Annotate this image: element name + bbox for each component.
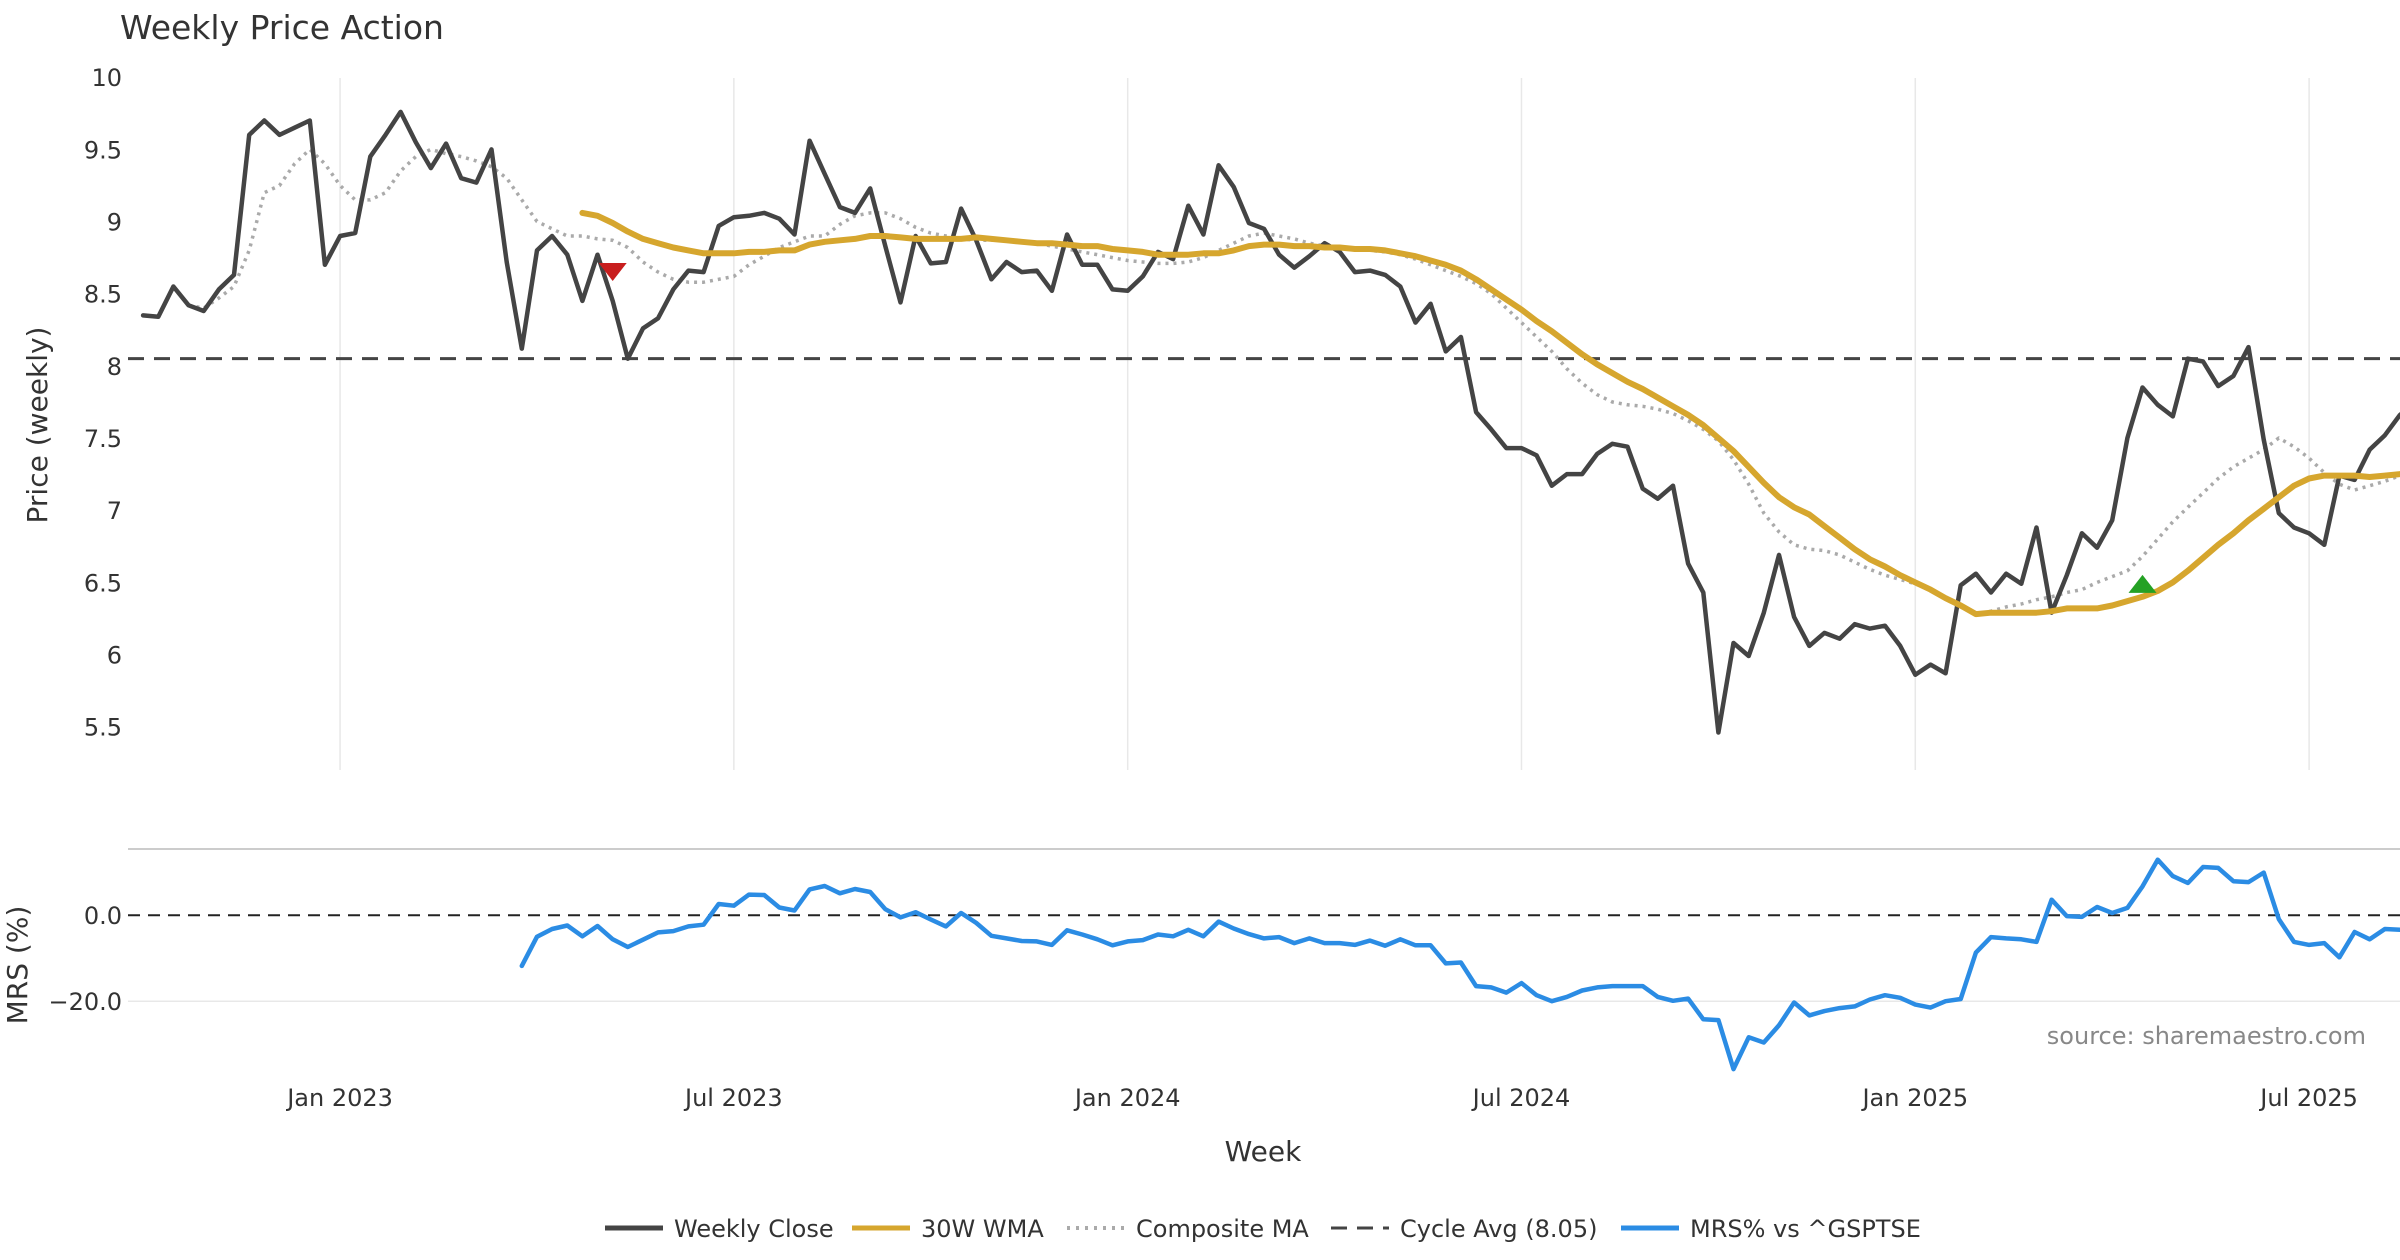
legend-label: Cycle Avg (8.05) — [1400, 1215, 1597, 1243]
sell-signal-marker — [598, 263, 627, 282]
x-tick-label: Jul 2024 — [1471, 1084, 1571, 1112]
legend-label: MRS% vs ^GSPTSE — [1690, 1215, 1921, 1243]
series-30w-wma — [579, 209, 2400, 618]
price-panel — [128, 109, 2400, 735]
mrs-y-axis-label: MRS (%) — [1, 906, 34, 1025]
buy-signal-marker — [2128, 574, 2157, 593]
legend: Weekly Close 30W WMA Composite MA Cycle Avg… — [605, 1215, 1921, 1243]
price-y-tick-label: 6.5 — [84, 569, 122, 597]
price-y-tick-label: 7.5 — [84, 425, 122, 453]
x-tick-label: Jan 2025 — [1860, 1084, 1968, 1112]
price-y-tick-label: 10 — [91, 64, 122, 92]
price-y-tick-label: 6 — [107, 642, 122, 670]
price-y-tick-label: 9.5 — [84, 136, 122, 164]
x-tick-label: Jul 2025 — [2258, 1084, 2358, 1112]
price-y-tick-label: 5.5 — [84, 714, 122, 742]
mrs-y-axis: 0.0 −20.0 — [48, 902, 122, 1016]
series-mrs-vs-gsptse — [519, 857, 2400, 1072]
source-annotation: source: sharemaestro.com — [2047, 1022, 2366, 1050]
x-tick-label: Jul 2023 — [683, 1084, 783, 1112]
x-tick-label: Jan 2024 — [1073, 1084, 1181, 1112]
x-tick-label: Jan 2023 — [285, 1084, 393, 1112]
price-y-tick-label: 8.5 — [84, 281, 122, 309]
grid-layer — [128, 78, 2400, 1002]
price-y-tick-label: 9 — [107, 209, 122, 237]
price-y-axis: 10 9.5 9 8.5 8 7.5 7 6.5 6 5.5 — [84, 64, 122, 741]
legend-label: Weekly Close — [674, 1215, 834, 1243]
legend-label: 30W WMA — [921, 1215, 1044, 1243]
price-y-tick-label: 8 — [107, 353, 122, 381]
legend-label: Composite MA — [1136, 1215, 1309, 1243]
mrs-panel — [128, 857, 2400, 1072]
mrs-y-tick-label: 0.0 — [84, 902, 122, 930]
series-weekly-close — [140, 109, 2400, 735]
price-y-axis-label: Price (weekly) — [21, 327, 54, 524]
mrs-y-tick-label: −20.0 — [48, 988, 122, 1016]
price-y-tick-label: 7 — [107, 497, 122, 525]
x-axis-label: Week — [1225, 1135, 1302, 1168]
series-composite-ma — [188, 147, 2400, 616]
x-axis: Jan 2023 Jul 2023 Jan 2024 Jul 2024 Jan 2025… — [285, 1084, 2358, 1112]
chart-title: Weekly Price Action — [120, 8, 444, 47]
